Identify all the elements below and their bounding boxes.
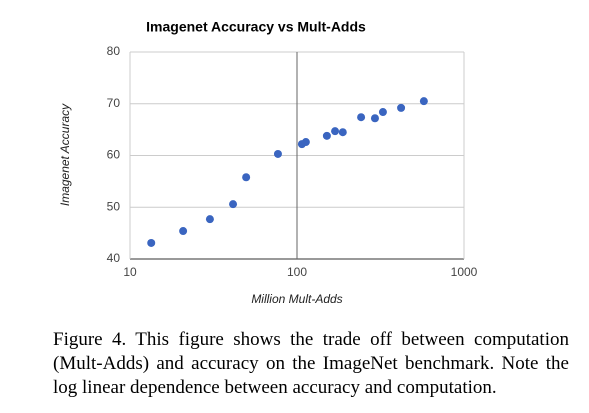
- x-tick-label: 1000: [451, 265, 478, 279]
- point: [378, 108, 387, 117]
- y-tick-label: 70: [107, 96, 121, 110]
- point: [147, 238, 156, 247]
- point: [419, 97, 428, 106]
- chart-title: Imagenet Accuracy vs Mult-Adds: [146, 19, 366, 35]
- figure-caption: Figure 4. This figure shows the trade of…: [53, 329, 569, 398]
- y-tick-label: 80: [107, 44, 121, 58]
- point: [205, 215, 214, 224]
- point: [229, 200, 238, 209]
- point: [301, 138, 310, 147]
- y-tick-label: 60: [107, 148, 121, 162]
- point: [273, 149, 282, 158]
- chart: Imagenet Accuracy vs Mult-Adds Million M…: [58, 19, 478, 306]
- x-tick-label: 10: [123, 265, 137, 279]
- point: [322, 131, 331, 140]
- point: [338, 128, 347, 137]
- x-tick-label: 100: [287, 265, 307, 279]
- point: [397, 103, 406, 112]
- point: [331, 127, 340, 136]
- point: [179, 227, 188, 236]
- point: [370, 114, 379, 123]
- point: [242, 173, 251, 182]
- x-axis-title: Million Mult-Adds: [251, 292, 342, 306]
- point: [357, 113, 366, 122]
- y-tick-label: 50: [107, 199, 121, 213]
- y-axis-title: Imagenet Accuracy: [58, 103, 72, 206]
- y-tick-label: 40: [107, 251, 121, 265]
